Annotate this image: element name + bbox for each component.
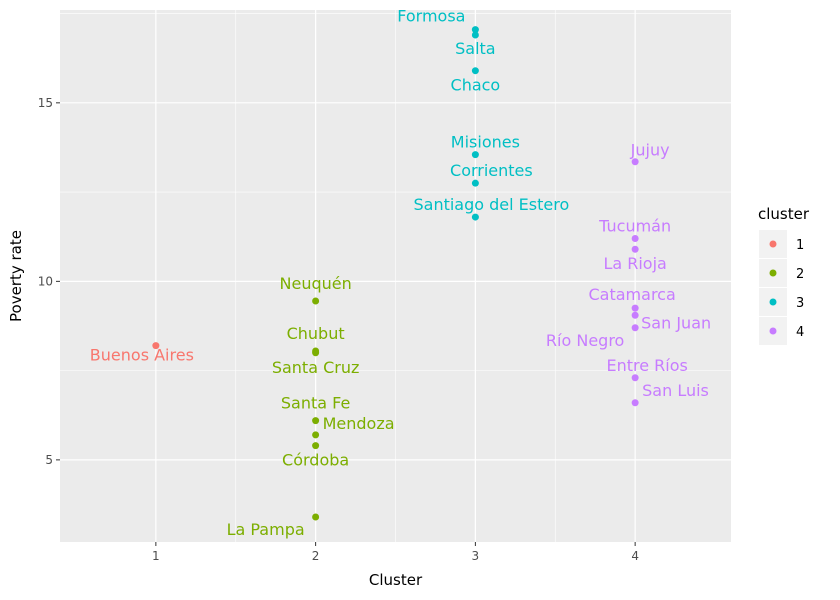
data-point bbox=[471, 179, 479, 187]
point-label: Buenos Aires bbox=[90, 346, 194, 365]
data-point bbox=[631, 304, 639, 312]
x-tick-label: 2 bbox=[312, 549, 320, 563]
data-point bbox=[631, 245, 639, 253]
x-tick-label: 4 bbox=[631, 549, 639, 563]
data-point bbox=[312, 513, 320, 521]
data-point bbox=[312, 442, 320, 450]
data-points bbox=[152, 26, 639, 521]
point-label: Tucumán bbox=[598, 217, 671, 236]
point-label: San Luis bbox=[642, 381, 709, 400]
data-point bbox=[471, 26, 479, 34]
point-label: San Juan bbox=[641, 313, 711, 332]
data-point bbox=[312, 349, 320, 357]
point-labels: Buenos Aires Neuquén Chubut Santa Cruz Santa… bbox=[90, 7, 711, 539]
data-point bbox=[631, 158, 639, 166]
data-point bbox=[152, 342, 160, 350]
point-label: Corrientes bbox=[450, 161, 533, 180]
legend: cluster 1 2 3 4 bbox=[758, 205, 810, 345]
legend-label: 1 bbox=[796, 238, 804, 253]
data-point bbox=[471, 151, 479, 159]
data-point bbox=[631, 374, 639, 382]
point-label: Misiones bbox=[451, 133, 520, 152]
data-point bbox=[471, 31, 479, 39]
y-tick-label: 10 bbox=[38, 274, 53, 288]
point-label: Formosa bbox=[397, 7, 465, 26]
y-axis-title: Poverty rate bbox=[7, 230, 25, 322]
data-point bbox=[312, 431, 320, 439]
point-label: Neuquén bbox=[280, 274, 352, 293]
point-label: La Pampa bbox=[227, 520, 305, 539]
legend-label: 4 bbox=[796, 325, 804, 340]
point-label: La Rioja bbox=[603, 254, 666, 273]
legend-key-point bbox=[769, 240, 777, 248]
legend-key-point bbox=[769, 298, 777, 306]
data-point bbox=[631, 311, 639, 319]
point-label: Chaco bbox=[451, 76, 501, 95]
point-label: Santa Cruz bbox=[272, 358, 360, 377]
x-tick-label: 3 bbox=[472, 549, 480, 563]
point-label: Salta bbox=[455, 39, 495, 58]
legend-label: 2 bbox=[796, 267, 804, 282]
grid-lines bbox=[60, 10, 731, 542]
legend-label: 3 bbox=[796, 296, 804, 311]
point-label: Catamarca bbox=[589, 285, 676, 304]
y-tick-label: 15 bbox=[38, 96, 53, 110]
data-point bbox=[471, 213, 479, 221]
data-point bbox=[631, 324, 639, 332]
point-label: Entre Ríos bbox=[606, 356, 687, 375]
y-tick-label: 5 bbox=[45, 453, 53, 467]
data-point bbox=[471, 67, 479, 75]
data-point bbox=[312, 297, 320, 305]
point-label: Santa Fe bbox=[281, 394, 350, 413]
data-point bbox=[631, 235, 639, 243]
data-point bbox=[631, 399, 639, 407]
point-label: Jujuy bbox=[630, 141, 670, 160]
legend-key-point bbox=[769, 269, 777, 277]
legend-key-point bbox=[769, 327, 777, 335]
data-point bbox=[312, 417, 320, 425]
x-tick-label: 1 bbox=[152, 549, 160, 563]
point-label: Mendoza bbox=[323, 414, 395, 433]
point-label: Santiago del Estero bbox=[413, 195, 569, 214]
point-label: Chubut bbox=[287, 324, 345, 343]
point-label: Córdoba bbox=[282, 451, 349, 470]
axes: 1 2 3 4 5 10 15 bbox=[38, 96, 639, 563]
x-axis-title: Cluster bbox=[369, 571, 423, 589]
point-label: Río Negro bbox=[546, 331, 624, 350]
legend-title: cluster bbox=[758, 205, 810, 223]
